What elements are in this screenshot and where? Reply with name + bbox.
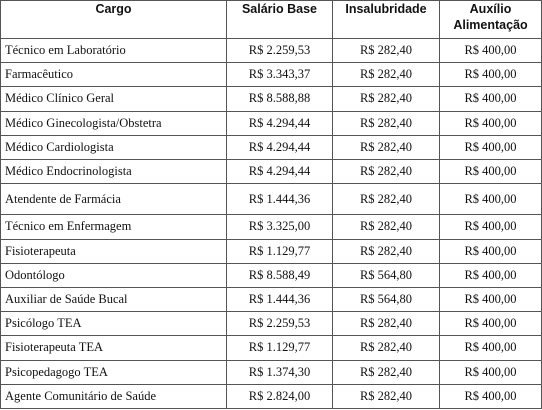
- auxilio-alimentacao-cell: R$ 400,00: [439, 383, 542, 410]
- insalubridade-cell: R$ 282,40: [332, 158, 440, 185]
- header-salario-base: Salário Base: [226, 0, 333, 39]
- table-row: Técnico em Laboratório R$ 2.259,53 R$ 282,…: [0, 37, 542, 64]
- cargo-cell: Médico Ginecologista/Obstetra: [0, 110, 227, 136]
- auxilio-alimentacao-cell: R$ 400,00: [439, 158, 542, 185]
- auxilio-alimentacao-cell: R$ 400,00: [439, 335, 542, 361]
- cargo-cell: Odontólogo: [0, 262, 227, 288]
- insalubridade-cell: R$ 282,40: [332, 335, 440, 361]
- salario-base-cell: R$ 4.294,44: [226, 134, 333, 160]
- salario-base-cell: R$ 3.325,00: [226, 214, 333, 240]
- insalubridade-cell: R$ 282,40: [332, 110, 440, 136]
- auxilio-alimentacao-cell: R$ 400,00: [439, 37, 542, 64]
- insalubridade-cell: R$ 282,40: [332, 62, 440, 88]
- cargo-cell: Médico Endocrinologista: [0, 158, 227, 185]
- salario-base-cell: R$ 2.259,53: [226, 311, 333, 337]
- table-row: Psicopedagogo TEA R$ 1.374,30 R$ 282,40 R$ …: [0, 359, 542, 385]
- insalubridade-cell: R$ 282,40: [332, 134, 440, 160]
- salario-base-cell: R$ 3.343,37: [226, 62, 333, 88]
- insalubridade-cell: R$ 564,80: [332, 262, 440, 288]
- salario-base-cell: R$ 2.259,53: [226, 37, 333, 64]
- table-row: Médico Cardiologista R$ 4.294,44 R$ 282,40…: [0, 134, 542, 160]
- salario-base-cell: R$ 2.824,00: [226, 383, 333, 410]
- table-row: Farmacêutico R$ 3.343,37 R$ 282,40 R$ 400,0…: [0, 62, 542, 88]
- insalubridade-cell: R$ 282,40: [332, 37, 440, 64]
- table-row: Técnico em Enfermagem R$ 3.325,00 R$ 282,4…: [0, 214, 542, 240]
- insalubridade-cell: R$ 282,40: [332, 359, 440, 385]
- table-row: Auxiliar de Saúde Bucal R$ 1.444,36 R$ 564…: [0, 286, 542, 313]
- salario-base-cell: R$ 1.374,30: [226, 359, 333, 385]
- insalubridade-cell: R$ 282,40: [332, 238, 440, 264]
- auxilio-alimentacao-cell: R$ 400,00: [439, 110, 542, 136]
- cargo-cell: Farmacêutico: [0, 62, 227, 88]
- auxilio-alimentacao-cell: R$ 400,00: [439, 134, 542, 160]
- salario-base-cell: R$ 1.129,77: [226, 335, 333, 361]
- auxilio-alimentacao-cell: R$ 400,00: [439, 62, 542, 88]
- auxilio-alimentacao-cell: R$ 400,00: [439, 238, 542, 264]
- header-row: Cargo Salário Base Insalubridade Auxílio…: [0, 0, 542, 39]
- insalubridade-cell: R$ 282,40: [332, 214, 440, 240]
- cargo-cell: Atendente de Farmácia: [0, 183, 227, 216]
- salario-base-cell: R$ 4.294,44: [226, 158, 333, 185]
- insalubridade-cell: R$ 282,40: [332, 311, 440, 337]
- cargo-cell: Médico Cardiologista: [0, 134, 227, 160]
- cargo-cell: Técnico em Laboratório: [0, 37, 227, 64]
- table-row: Médico Clínico Geral R$ 8.588,88 R$ 282,40…: [0, 86, 542, 112]
- cargo-cell: Psicólogo TEA: [0, 311, 227, 337]
- auxilio-alimentacao-cell: R$ 400,00: [439, 359, 542, 385]
- cargo-cell: Médico Clínico Geral: [0, 86, 227, 112]
- table-body: Técnico em Laboratório R$ 2.259,53 R$ 282,…: [0, 37, 542, 410]
- insalubridade-cell: R$ 282,40: [332, 86, 440, 112]
- header-auxilio-alimentacao: Auxílio Alimentação: [439, 0, 542, 39]
- salario-base-cell: R$ 1.444,36: [226, 286, 333, 313]
- cargo-cell: Auxiliar de Saúde Bucal: [0, 286, 227, 313]
- salario-base-cell: R$ 1.444,36: [226, 183, 333, 216]
- cargo-cell: Psicopedagogo TEA: [0, 359, 227, 385]
- cargo-cell: Fisioterapeuta: [0, 238, 227, 264]
- auxilio-alimentacao-cell: R$ 400,00: [439, 86, 542, 112]
- auxilio-alimentacao-cell: R$ 400,00: [439, 214, 542, 240]
- table-row: Odontólogo R$ 8.588,49 R$ 564,80 R$ 400,00: [0, 262, 542, 288]
- salario-base-cell: R$ 1.129,77: [226, 238, 333, 264]
- table-row: Psicólogo TEA R$ 2.259,53 R$ 282,40 R$ 400,…: [0, 311, 542, 337]
- cargo-cell: Agente Comunitário de Saúde: [0, 383, 227, 410]
- cargo-cell: Técnico em Enfermagem: [0, 214, 227, 240]
- table-row: Médico Endocrinologista R$ 4.294,44 R$ 282…: [0, 158, 542, 185]
- header-auxilio-line2: Alimentação: [453, 18, 528, 32]
- header-insalubridade: Insalubridade: [332, 0, 440, 39]
- header-cargo: Cargo: [0, 0, 227, 39]
- auxilio-alimentacao-cell: R$ 400,00: [439, 286, 542, 313]
- auxilio-alimentacao-cell: R$ 400,00: [439, 183, 542, 216]
- insalubridade-cell: R$ 564,80: [332, 286, 440, 313]
- header-auxilio-line1: Auxílio: [469, 2, 512, 16]
- table-row: Agente Comunitário de Saúde R$ 2.824,00 R$…: [0, 383, 542, 410]
- auxilio-alimentacao-cell: R$ 400,00: [439, 311, 542, 337]
- insalubridade-cell: R$ 282,40: [332, 183, 440, 216]
- table-row: Fisioterapeuta R$ 1.129,77 R$ 282,40 R$ 400…: [0, 238, 542, 264]
- table-row: Atendente de Farmácia R$ 1.444,36 R$ 282,4…: [0, 183, 542, 216]
- table-row: Médico Ginecologista/Obstetra R$ 4.294,44…: [0, 110, 542, 136]
- salario-base-cell: R$ 4.294,44: [226, 110, 333, 136]
- cargo-cell: Fisioterapeuta TEA: [0, 335, 227, 361]
- table-row: Fisioterapeuta TEA R$ 1.129,77 R$ 282,40 R$…: [0, 335, 542, 361]
- insalubridade-cell: R$ 282,40: [332, 383, 440, 410]
- auxilio-alimentacao-cell: R$ 400,00: [439, 262, 542, 288]
- table-header: Cargo Salário Base Insalubridade Auxílio…: [0, 0, 542, 39]
- salario-base-cell: R$ 8.588,49: [226, 262, 333, 288]
- salario-base-cell: R$ 8.588,88: [226, 86, 333, 112]
